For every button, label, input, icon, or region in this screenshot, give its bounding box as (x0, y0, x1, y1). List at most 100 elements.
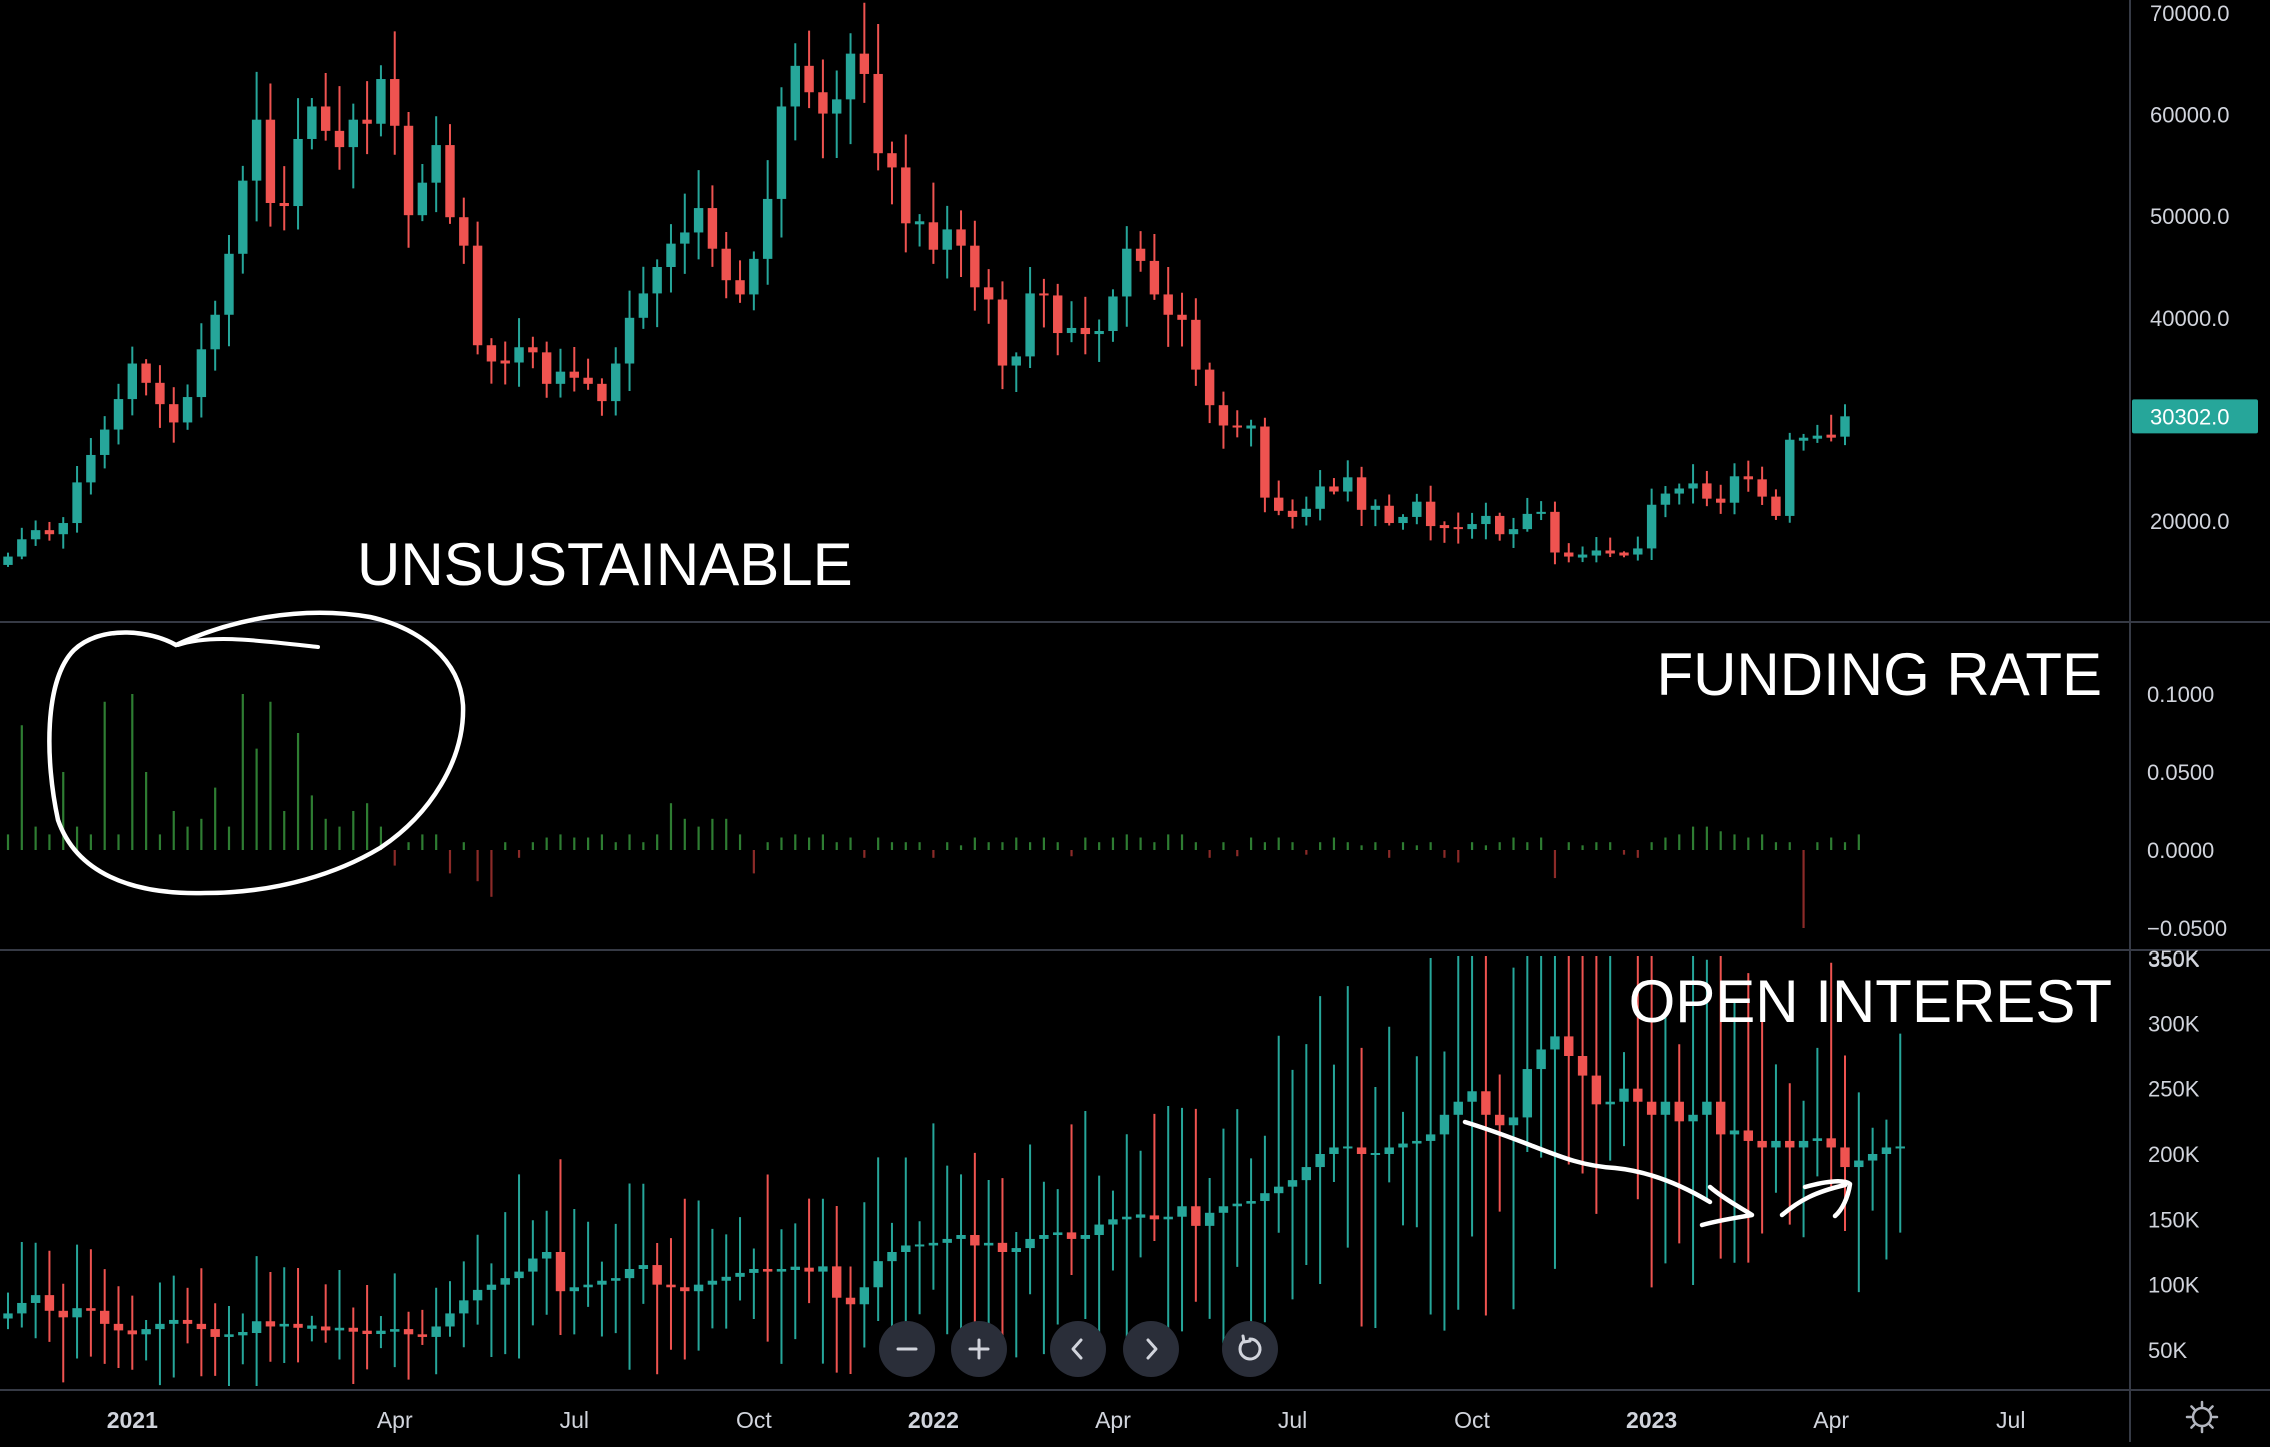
price-tick-label: 70000.0 (2150, 1, 2230, 26)
price-candle-body (403, 125, 414, 216)
price-candle-body (914, 221, 925, 225)
oi-candle-body (735, 1272, 745, 1277)
oi-candle-body (832, 1266, 842, 1298)
oi-candle-body (376, 1330, 386, 1335)
price-candle-body (583, 377, 593, 384)
price-candle-body (1605, 550, 1615, 554)
oi-candle-body (1453, 1101, 1463, 1115)
price-candle-body (1577, 554, 1588, 558)
oi-candle-body (1729, 1130, 1740, 1135)
oi-candle-body (1757, 1140, 1767, 1148)
oi-candle-body (1080, 1235, 1091, 1239)
price-candle-body (1798, 437, 1809, 441)
time-tick-label: 2023 (1626, 1407, 1677, 1433)
oi-candle-body (348, 1327, 358, 1332)
gear-icon[interactable] (2185, 1400, 2219, 1434)
time-tick-label: Jul (560, 1407, 589, 1433)
reset-chart-button[interactable] (1222, 1321, 1278, 1377)
price-candle-body (459, 217, 469, 246)
oi-candle-body (1163, 1216, 1173, 1220)
price-candle-body (1108, 296, 1118, 332)
oi-candle-body (1315, 1153, 1325, 1168)
oi-candle-body (1439, 1114, 1450, 1135)
oi-candle-body (859, 1287, 870, 1305)
oi-candle-body (182, 1319, 193, 1324)
oi-candle-body (1550, 1036, 1560, 1050)
oi-candle-body (873, 1261, 883, 1288)
oi-candle-body (1039, 1235, 1049, 1239)
price-candle-body (72, 482, 82, 524)
time-tick-label: Oct (736, 1407, 772, 1433)
oi-candle-body (1135, 1214, 1146, 1218)
oi-candle-body (1287, 1180, 1298, 1187)
oi-candle-body (1826, 1138, 1836, 1148)
reset-icon (1238, 1334, 1262, 1361)
price-candle-body (348, 119, 358, 148)
uptick-arrow (1779, 1182, 1848, 1218)
price-candle-body (1564, 552, 1574, 557)
oi-candle-body (445, 1313, 455, 1327)
oi-candle-body (113, 1323, 124, 1331)
price-candle-body (1301, 508, 1312, 517)
oi-tick-label: 300K (2148, 1011, 2200, 1036)
price-candle-body (431, 145, 441, 183)
oi-candle-body (1895, 1146, 1905, 1149)
price-candle-body (1398, 516, 1408, 524)
price-candle-body (1149, 260, 1160, 295)
zoom-in-button[interactable] (951, 1321, 1007, 1377)
price-candle-body (1688, 483, 1698, 489)
downtrend-arrowhead (1699, 1184, 1755, 1228)
funding-tick-label: −0.0500 (2147, 916, 2227, 941)
chart-navigation-bar (0, 1321, 2130, 1381)
oi-candle-body (1660, 1101, 1671, 1115)
oi-candle-body (1522, 1069, 1533, 1118)
oi-candle-body (1191, 1206, 1201, 1226)
oi-candle-body (762, 1268, 773, 1272)
time-tick-label: Apr (1095, 1407, 1131, 1433)
price-candle-body (1356, 477, 1367, 510)
oi-candle-body (1260, 1193, 1270, 1202)
oi-candle-body (1467, 1091, 1477, 1102)
oi-candle-body (624, 1268, 635, 1279)
oi-candle-body (721, 1276, 731, 1281)
time-tick-label: Jul (1996, 1407, 2025, 1433)
price-candle-body (320, 106, 331, 131)
price-candle-body (334, 130, 345, 148)
price-candle-body (1674, 488, 1684, 494)
scroll-right-button[interactable] (1123, 1321, 1179, 1377)
price-candle-body (997, 299, 1008, 366)
price-candle-body (1329, 486, 1339, 492)
zoom-out-button[interactable] (879, 1321, 935, 1377)
oi-candle-body (970, 1235, 980, 1246)
oi-candle-body (638, 1265, 649, 1269)
oi-tick-label: 150K (2148, 1207, 2200, 1232)
price-candle-body (514, 347, 524, 363)
scroll-left-button[interactable] (1050, 1321, 1106, 1377)
minus-icon (896, 1347, 918, 1351)
price-candle-body (693, 208, 704, 233)
time-tick-label: Jul (1278, 1407, 1307, 1433)
oi-candle-body (804, 1267, 814, 1272)
price-candle-body (1384, 505, 1394, 524)
oi-candle-body (1301, 1167, 1312, 1181)
price-candle-body (1122, 248, 1132, 297)
oi-candle-body (58, 1310, 68, 1318)
oi-candle-body (500, 1278, 510, 1285)
oi-candle-body (887, 1251, 897, 1262)
price-candle-body (1177, 314, 1187, 320)
hand-drawn-circle (47, 610, 466, 896)
price-candle-body (1771, 496, 1781, 516)
oi-candle-body (30, 1295, 41, 1303)
oi-candle-body (486, 1284, 497, 1290)
price-candle-body (169, 404, 179, 423)
price-candle-body (1163, 294, 1173, 315)
oi-candle-body (1384, 1147, 1394, 1154)
price-candle-body (804, 65, 814, 93)
time-tick-label: 2021 (107, 1407, 158, 1433)
oi-candle-body (983, 1242, 994, 1246)
oi-candle-body (569, 1287, 579, 1292)
oi-candle-body (1343, 1146, 1353, 1149)
oi-candle-body (1398, 1143, 1408, 1148)
